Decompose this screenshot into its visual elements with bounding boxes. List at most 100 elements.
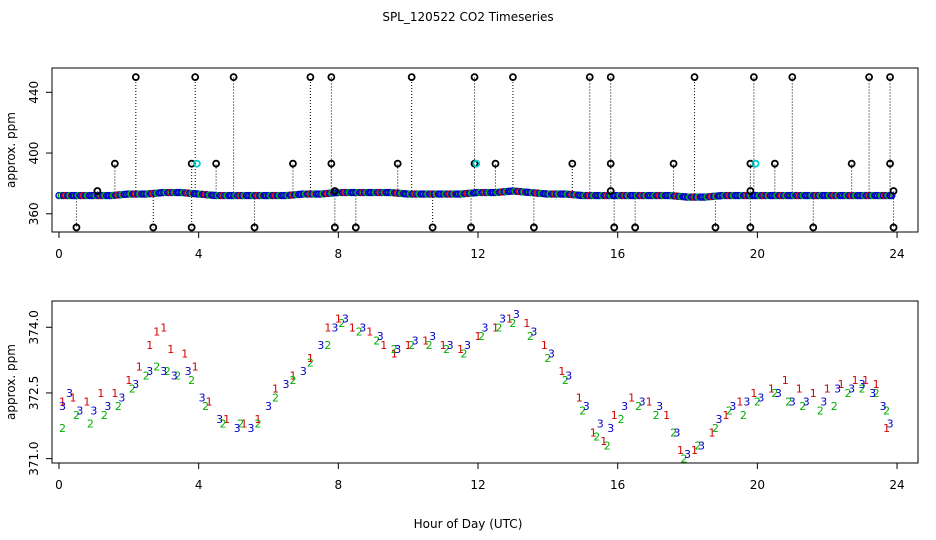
series-1-point: 1 [366, 326, 373, 339]
series-3-point: 3 [282, 378, 289, 391]
top-x-tick-label: 12 [470, 247, 485, 261]
outlier-point [110, 159, 119, 168]
cyan-point [193, 159, 201, 168]
series-3-point: 3 [66, 387, 73, 400]
outlier-point [568, 159, 577, 168]
outlier-point [606, 159, 615, 168]
series-3-point: 3 [394, 343, 401, 356]
series-3-point: 3 [639, 396, 646, 409]
series-2-point: 2 [59, 422, 66, 435]
series-3-point: 3 [583, 400, 590, 413]
outlier-point [330, 187, 339, 195]
outlier-point [746, 223, 755, 232]
series-1-point: 1 [335, 313, 342, 326]
series-2-point: 2 [443, 343, 450, 356]
outlier-point [428, 223, 437, 232]
series-1-point: 1 [167, 343, 174, 356]
series-3-point: 3 [775, 387, 782, 400]
outlier-point [749, 73, 758, 82]
series-3-point: 3 [729, 400, 736, 413]
top-y-tick-label: 360 [27, 202, 41, 225]
series-3-point: 3 [698, 439, 705, 452]
series-1-point: 1 [523, 317, 530, 330]
series-3-point: 3 [803, 396, 810, 409]
series-1-point: 1 [611, 409, 618, 422]
outlier-point [407, 73, 416, 82]
series-1-point: 1 [862, 374, 869, 387]
series-2-point: 2 [740, 409, 747, 422]
series-1-point: 1 [440, 339, 447, 352]
series-2-point: 2 [817, 404, 824, 417]
top-y-tick-label: 400 [27, 142, 41, 165]
top-panel: 0 4 8 12 16 20 24 360 400 440 approx. ppm [4, 67, 919, 261]
series-1-point: 1 [736, 396, 743, 409]
series-1-point: 1 [223, 413, 230, 426]
series-1-point: 1 [492, 321, 499, 334]
series-1-point: 1 [111, 387, 118, 400]
outlier-point [889, 187, 898, 195]
series-2-point: 2 [101, 409, 108, 422]
outlier-point [131, 73, 140, 82]
series-2-point: 2 [307, 356, 314, 369]
series-2-point: 2 [695, 439, 702, 452]
series-2-point: 2 [188, 374, 195, 387]
series-1-point: 1 [768, 383, 775, 396]
outlier-point [606, 73, 615, 82]
series-2-point: 2 [115, 400, 122, 413]
series-2-point: 2 [289, 374, 296, 387]
bottom-x-tick-label: 0 [55, 478, 63, 492]
series-2-point: 2 [712, 422, 719, 435]
outlier-point [847, 159, 856, 168]
series-3-point: 3 [513, 308, 520, 321]
outlier-point [529, 223, 538, 232]
series-3-point: 3 [499, 313, 506, 326]
series-1-point: 1 [206, 396, 213, 409]
series-2-point: 2 [527, 330, 534, 343]
series-3-point: 3 [171, 369, 178, 382]
outlier-point [711, 223, 720, 232]
series-3-point: 3 [359, 321, 366, 334]
series-1-point: 1 [576, 391, 583, 404]
series-2-point: 2 [338, 317, 345, 330]
series-2-point: 2 [87, 418, 94, 431]
outlier-point [788, 73, 797, 82]
series-2-point: 2 [461, 348, 468, 361]
series-3-point: 3 [684, 448, 691, 461]
series-1-point: 1 [405, 339, 412, 352]
bottom-y-tick-label: 371.0 [27, 441, 41, 475]
top-y-axis-label: approx. ppm [4, 112, 18, 188]
series-1-point: 1 [691, 444, 698, 457]
series-2-point: 2 [883, 404, 890, 417]
bottom-x-tick-label: 8 [335, 478, 343, 492]
series-1-point: 1 [677, 444, 684, 457]
top-x-tick-label: 8 [335, 247, 343, 261]
series-3-point: 3 [90, 404, 97, 417]
bottom-x-tick-label: 16 [610, 478, 625, 492]
series-2-point: 2 [618, 413, 625, 426]
series-3-point: 3 [412, 334, 419, 347]
series-2-point: 2 [272, 391, 279, 404]
outlier-point [770, 159, 779, 168]
series-3-point: 3 [869, 387, 876, 400]
series-2-point: 2 [164, 365, 171, 378]
series-3-point: 3 [317, 339, 324, 352]
series-3-point: 3 [342, 313, 349, 326]
series-3-point: 3 [199, 391, 206, 404]
outlier-point [229, 73, 238, 82]
series-1-point: 1 [750, 387, 757, 400]
series-2-point: 2 [544, 352, 551, 365]
outlier-point [187, 223, 196, 232]
outlier-point [610, 223, 619, 232]
bottom-x-tick-label: 4 [195, 478, 203, 492]
outlier-point [327, 159, 336, 168]
series-2-point: 2 [562, 374, 569, 387]
series-3-point: 3 [118, 391, 125, 404]
series-1-point: 1 [136, 361, 143, 374]
outlier-point [289, 159, 297, 168]
series-3-point: 3 [464, 339, 471, 352]
series-2-point: 2 [799, 400, 806, 413]
top-y-tick-label: 440 [27, 81, 41, 104]
figure-title: SPL_120522 CO2 Timeseries [382, 10, 553, 24]
